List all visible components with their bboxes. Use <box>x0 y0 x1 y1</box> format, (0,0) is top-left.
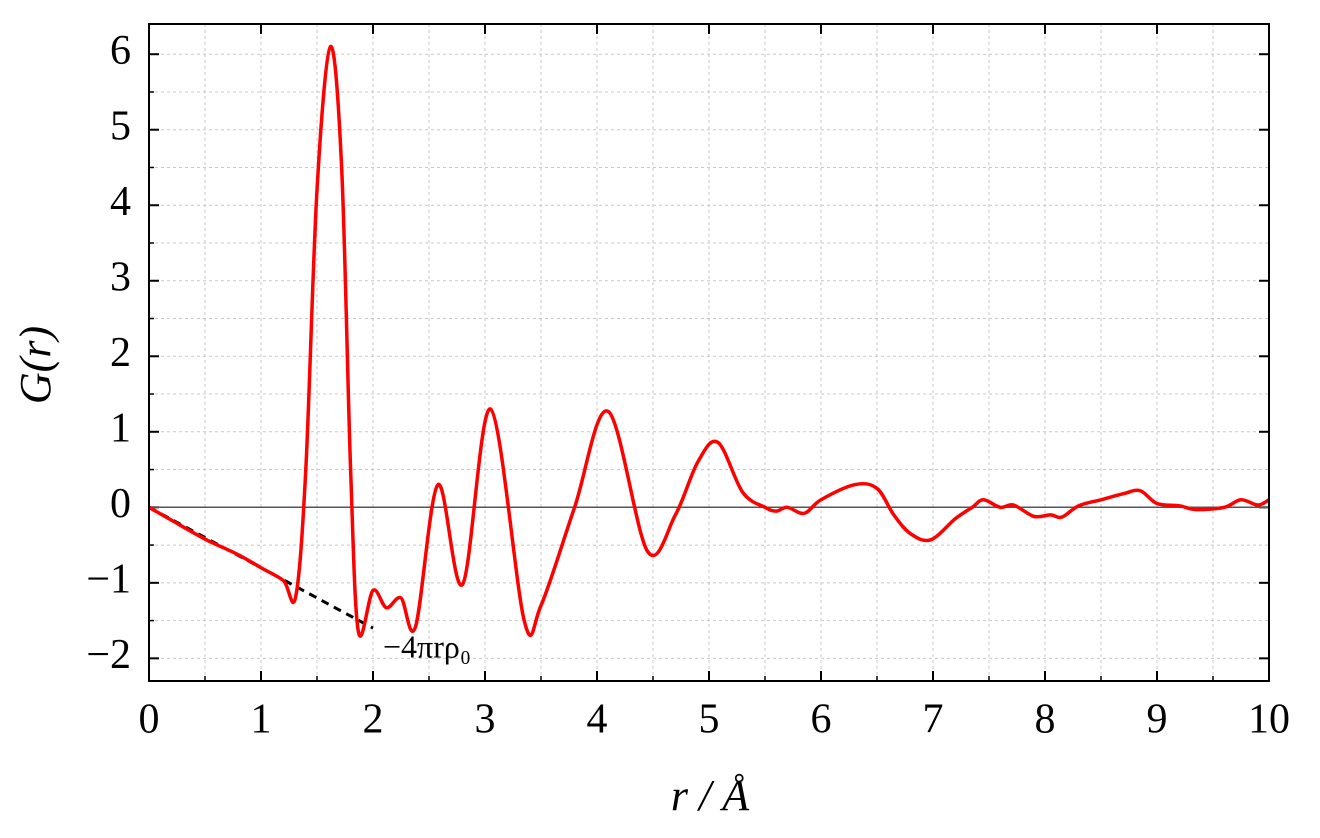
x-tick-label: 0 <box>139 697 160 743</box>
x-tick-label: 8 <box>1035 697 1056 743</box>
x-axis-label: r / Å <box>671 771 750 820</box>
y-tick-label: 6 <box>110 28 131 74</box>
y-tick-label: −2 <box>86 632 131 678</box>
x-tick-label: 7 <box>923 697 944 743</box>
y-tick-label: 4 <box>110 179 131 225</box>
plot-frame <box>148 23 1270 682</box>
annotation: −4πrρ₀ <box>383 628 471 664</box>
y-axis-label: G(r) <box>11 326 60 404</box>
y-tick-label: 2 <box>110 330 131 376</box>
y-tick-label: −1 <box>86 556 131 602</box>
x-tick-label: 4 <box>587 697 608 743</box>
x-tick-label: 2 <box>363 697 384 743</box>
y-tick-label: 0 <box>110 481 131 527</box>
x-tick-label: 10 <box>1248 697 1290 743</box>
x-tick-label: 3 <box>475 697 496 743</box>
y-tick-label: 1 <box>110 405 131 451</box>
y-tick-label: 3 <box>110 254 131 300</box>
x-tick-label: 1 <box>251 697 272 743</box>
x-tick-label: 9 <box>1147 697 1168 743</box>
y-tick-label: 5 <box>110 103 131 149</box>
data-line <box>148 44 1270 638</box>
x-tick-label: 5 <box>699 697 720 743</box>
x-tick-label: 6 <box>811 697 832 743</box>
